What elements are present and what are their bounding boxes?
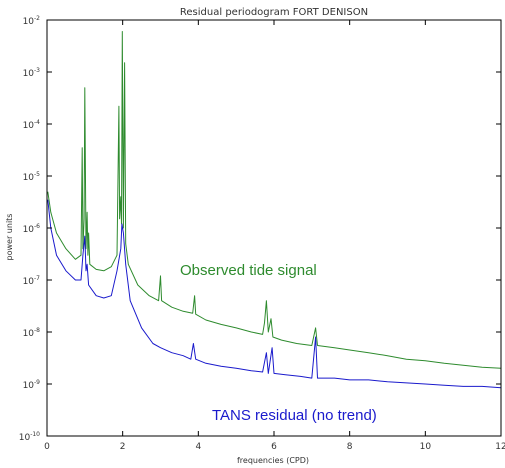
x-tick-label: 10 (420, 442, 432, 452)
x-tick-label: 12 (495, 442, 505, 452)
y-axis-label: power units (5, 214, 14, 261)
series-layer (47, 31, 502, 389)
y-tick-label: 10-8 (23, 327, 41, 339)
y-tick-label: 10-7 (23, 275, 41, 287)
y-tick-label: 10-3 (23, 67, 41, 79)
plot-frame (46, 19, 502, 437)
y-tick-label: 10-10 (19, 431, 40, 443)
y-tick-label: 10-4 (23, 119, 41, 131)
x-tick-label: 2 (120, 442, 126, 452)
y-tick-label: 10-5 (23, 171, 41, 183)
ticks-layer: 0 2 4 6 8 10 12 10-2 10-3 10-4 10-5 10-6 10-7 10-8 10-… (19, 15, 505, 452)
y-tick-label: 10-6 (23, 223, 41, 235)
x-tick-label: 4 (195, 442, 201, 452)
y-tick-label: 10-9 (23, 379, 41, 391)
tans-residual-line (47, 199, 502, 389)
x-tick-label: 6 (271, 442, 277, 452)
tans-residual-annotation: TANS residual (no trend) (212, 407, 377, 424)
x-axis-label: frequencies (CPD) (237, 456, 309, 465)
y-tick-label: 10-2 (23, 15, 41, 27)
x-tick-label: 8 (347, 442, 353, 452)
x-tick-label: 0 (44, 442, 50, 452)
chart-title: Residual periodogram FORT DENISON (180, 7, 368, 18)
observed-tide-line (47, 31, 502, 369)
observed-tide-annotation: Observed tide signal (180, 262, 317, 279)
